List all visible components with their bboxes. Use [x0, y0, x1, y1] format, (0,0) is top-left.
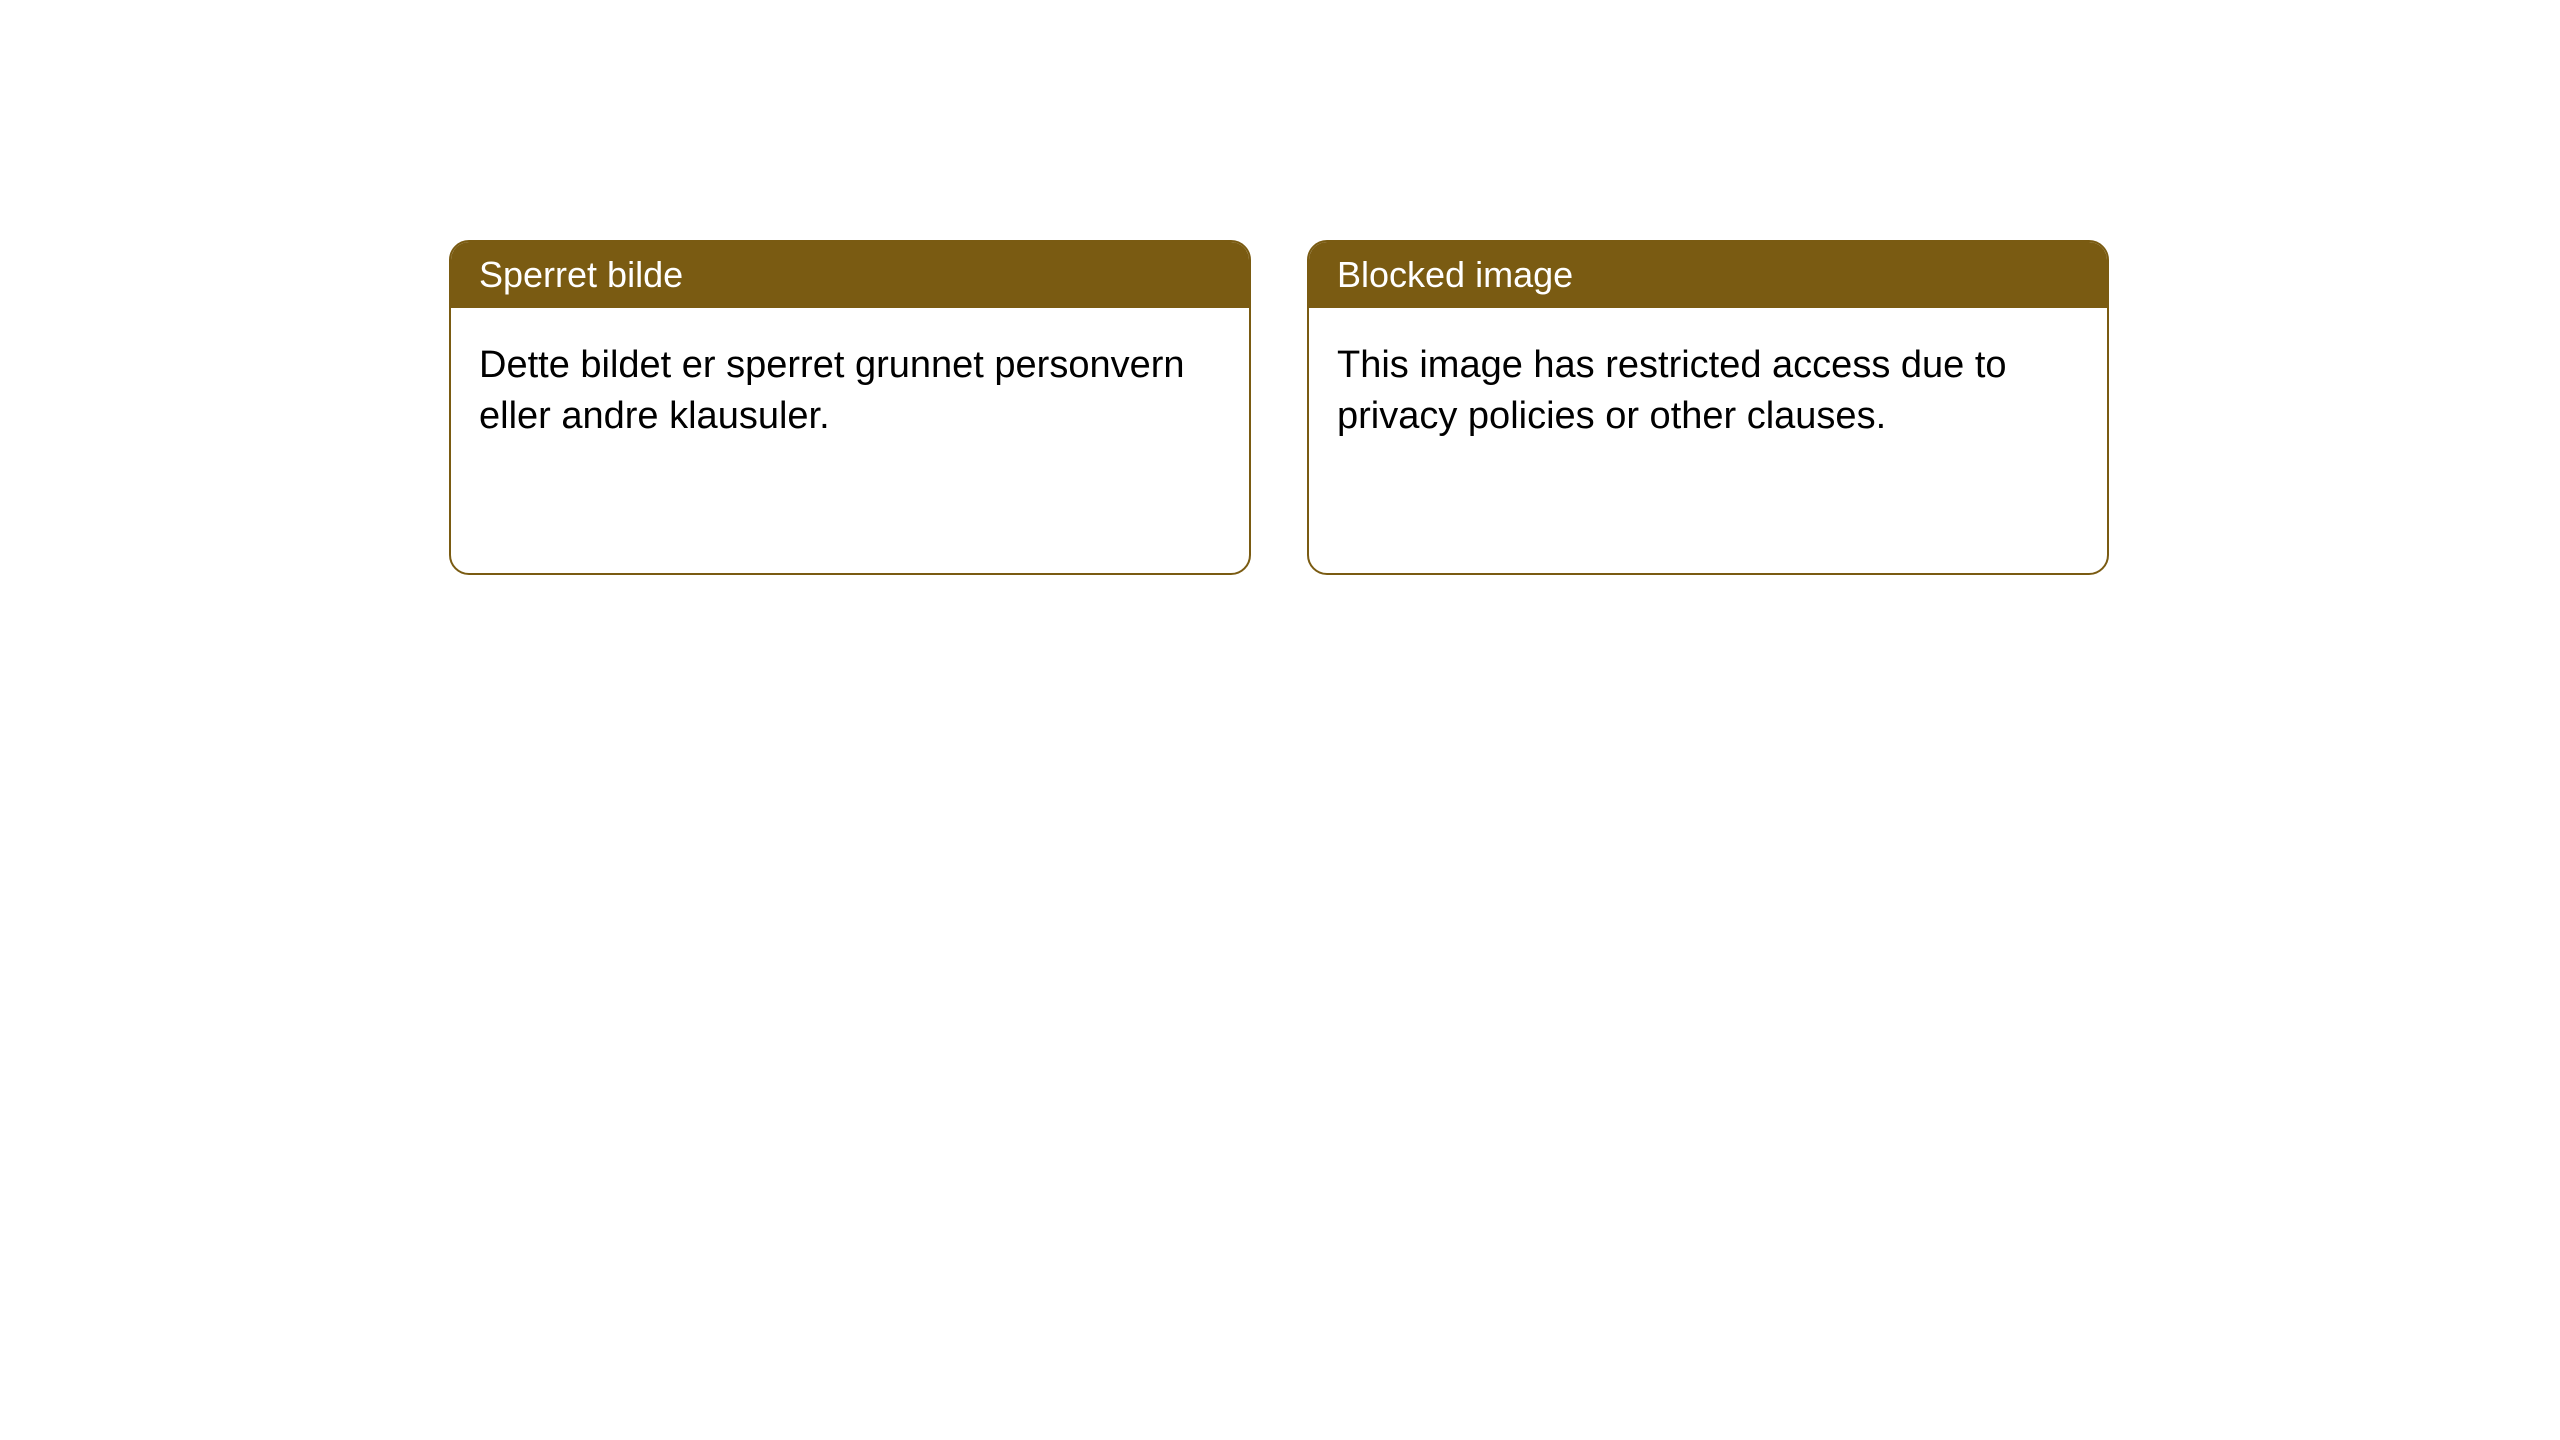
blocked-image-card-no: Sperret bilde Dette bildet er sperret gr…: [449, 240, 1251, 575]
card-title-no: Sperret bilde: [479, 254, 683, 295]
card-body-en: This image has restricted access due to …: [1309, 308, 2107, 475]
card-header-no: Sperret bilde: [451, 242, 1249, 308]
card-text-en: This image has restricted access due to …: [1337, 344, 2007, 437]
card-body-no: Dette bildet er sperret grunnet personve…: [451, 308, 1249, 475]
card-row: Sperret bilde Dette bildet er sperret gr…: [0, 0, 2560, 575]
card-text-no: Dette bildet er sperret grunnet personve…: [479, 344, 1185, 437]
blocked-image-card-en: Blocked image This image has restricted …: [1307, 240, 2109, 575]
card-header-en: Blocked image: [1309, 242, 2107, 308]
card-title-en: Blocked image: [1337, 254, 1573, 295]
